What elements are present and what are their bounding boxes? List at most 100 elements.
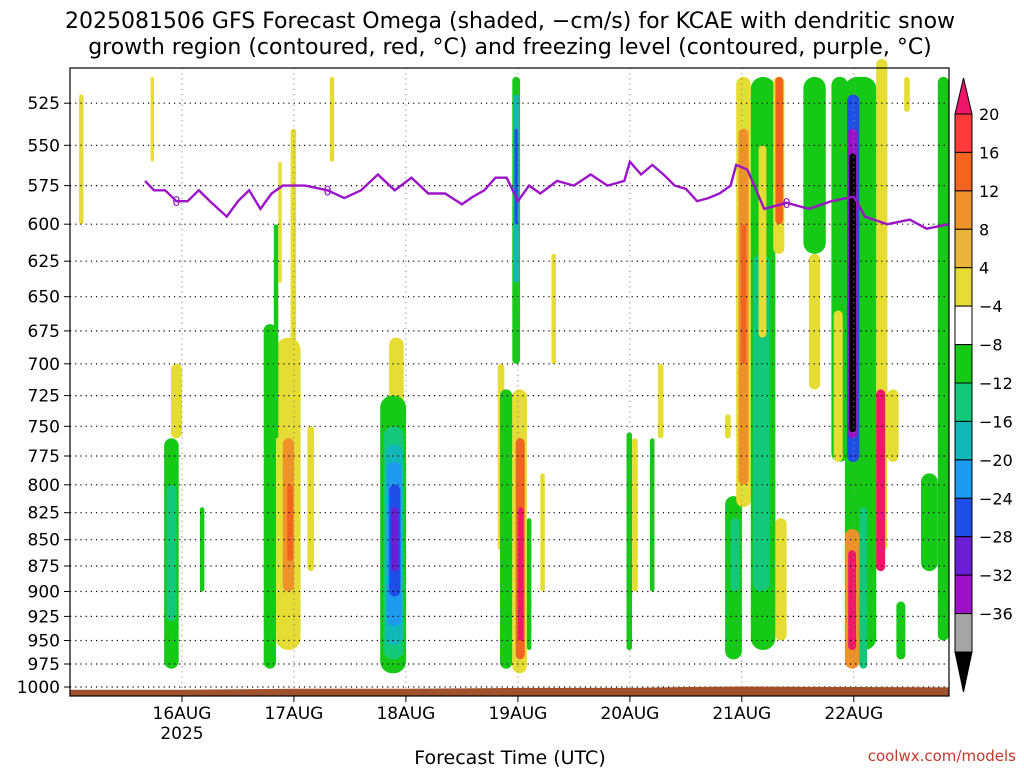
x-axis-label: Forecast Time (UTC) xyxy=(414,747,605,768)
y-tick-label: 550 xyxy=(28,136,60,156)
colorbar-band xyxy=(954,267,973,307)
omega-cell xyxy=(632,438,638,592)
y-tick-label: 800 xyxy=(28,476,60,496)
colorbar-band xyxy=(954,574,973,614)
colorbar-tick-label: 4 xyxy=(979,259,989,278)
y-tick-label: 525 xyxy=(28,94,60,114)
y-tick-label: 875 xyxy=(28,557,60,577)
colorbar-tick-label: −20 xyxy=(979,451,1013,470)
omega-cell xyxy=(758,145,767,338)
omega-cell xyxy=(263,324,276,669)
colorbar-band xyxy=(954,344,973,384)
colorbar-tick-label: 20 xyxy=(979,105,999,124)
omega-cell xyxy=(775,518,787,641)
omega-cell xyxy=(859,507,868,669)
y-tick-label: 775 xyxy=(28,447,60,467)
x-tick-sublabel: 2025 xyxy=(160,724,203,744)
colorbar-top-arrow xyxy=(954,77,973,115)
plot-frame xyxy=(69,67,950,697)
colorbar-bottom-arrow xyxy=(954,651,973,693)
terrain-area xyxy=(70,686,949,696)
omega-cell xyxy=(848,550,856,650)
y-tick-label: 1000 xyxy=(17,678,60,698)
terrain-fill xyxy=(70,686,949,696)
colorbar-band xyxy=(954,382,973,422)
omega-cell xyxy=(540,473,545,592)
colorbar-band xyxy=(954,190,973,230)
omega-cell xyxy=(809,253,821,390)
omega-cell xyxy=(273,224,279,439)
y-tick-label: 850 xyxy=(28,531,60,551)
x-tick-label: 21AUG xyxy=(712,704,771,724)
colorbar-tick-label: 16 xyxy=(979,143,999,162)
freezing-level-label: 0 xyxy=(323,184,331,199)
omega-cell xyxy=(500,389,513,669)
freezing-level-line xyxy=(144,159,950,230)
omega-cell xyxy=(650,438,655,592)
y-tick-label: 925 xyxy=(28,607,60,627)
y-axis-ticks: 525 550 575 600 625 650 675 700 725 750 775 800 825 8… xyxy=(17,94,70,698)
y-tick-label: 725 xyxy=(28,387,60,407)
title-line-2: growth region (contoured, red, °C) and f… xyxy=(88,35,932,60)
x-tick-label: 19AUG xyxy=(488,704,547,724)
omega-cell xyxy=(887,389,899,462)
colorbar-band xyxy=(954,497,973,538)
colorbar-tick-label: −16 xyxy=(979,412,1013,431)
omega-cell xyxy=(329,76,335,162)
freezing-level-label: 0 xyxy=(782,197,790,212)
colorbar-band xyxy=(954,305,973,346)
omega-cell xyxy=(921,473,938,572)
omega-shading xyxy=(79,59,949,674)
colorbar-band xyxy=(954,613,973,653)
chart-title: 2025081506 GFS Forecast Omega (shaded, −… xyxy=(65,9,955,60)
x-tick-label: 17AUG xyxy=(264,704,323,724)
omega-cell xyxy=(278,161,282,283)
x-tick-label: 22AUG xyxy=(824,704,883,724)
grid-lines xyxy=(70,68,949,696)
omega-cell xyxy=(775,76,784,225)
colorbar: 20 16 12 8 4 −4 −8 −12 −16 −20 −24 −28 −32 −36 xyxy=(954,77,1013,693)
omega-cell xyxy=(79,94,84,225)
omega-cell xyxy=(150,76,154,162)
y-tick-label: 600 xyxy=(28,215,60,235)
omega-cell xyxy=(753,253,770,592)
omega-cell xyxy=(730,518,740,592)
omega-cell xyxy=(166,484,177,622)
omega-cell xyxy=(170,363,182,439)
colorbar-band xyxy=(954,113,973,153)
omega-cell xyxy=(657,363,664,439)
omega-cell xyxy=(849,153,856,433)
y-tick-label: 950 xyxy=(28,632,60,652)
y-tick-label: 575 xyxy=(28,177,60,197)
colorbar-tick-label: −8 xyxy=(979,336,1003,355)
colorbar-tick-label: 8 xyxy=(979,220,989,239)
y-tick-label: 700 xyxy=(28,355,60,375)
omega-cell xyxy=(287,484,293,561)
omega-cell xyxy=(517,507,524,641)
omega-cell xyxy=(551,253,556,364)
y-tick-label: 825 xyxy=(28,504,60,524)
x-tick-label: 18AUG xyxy=(376,704,435,724)
colorbar-band xyxy=(954,228,973,269)
x-tick-label: 20AUG xyxy=(600,704,659,724)
colorbar-tick-label: 12 xyxy=(979,182,999,201)
omega-cell xyxy=(391,507,399,572)
colorbar-tick-label: −4 xyxy=(979,297,1003,316)
omega-cell xyxy=(725,414,731,439)
omega-cell xyxy=(626,432,633,650)
omega-cell xyxy=(833,310,843,462)
y-tick-label: 975 xyxy=(28,655,60,675)
y-tick-label: 625 xyxy=(28,252,60,272)
credit-text: coolwx.com/models xyxy=(868,747,1016,765)
omega-cell xyxy=(896,601,906,660)
omega-cell xyxy=(290,128,297,364)
y-tick-label: 650 xyxy=(28,288,60,308)
colorbar-tick-label: −24 xyxy=(979,489,1013,508)
y-tick-label: 750 xyxy=(28,417,60,437)
x-tick-label: 16AUG xyxy=(153,704,212,724)
y-tick-label: 675 xyxy=(28,322,60,342)
colorbar-tick-label: −28 xyxy=(979,528,1013,547)
omega-cell xyxy=(307,426,315,572)
